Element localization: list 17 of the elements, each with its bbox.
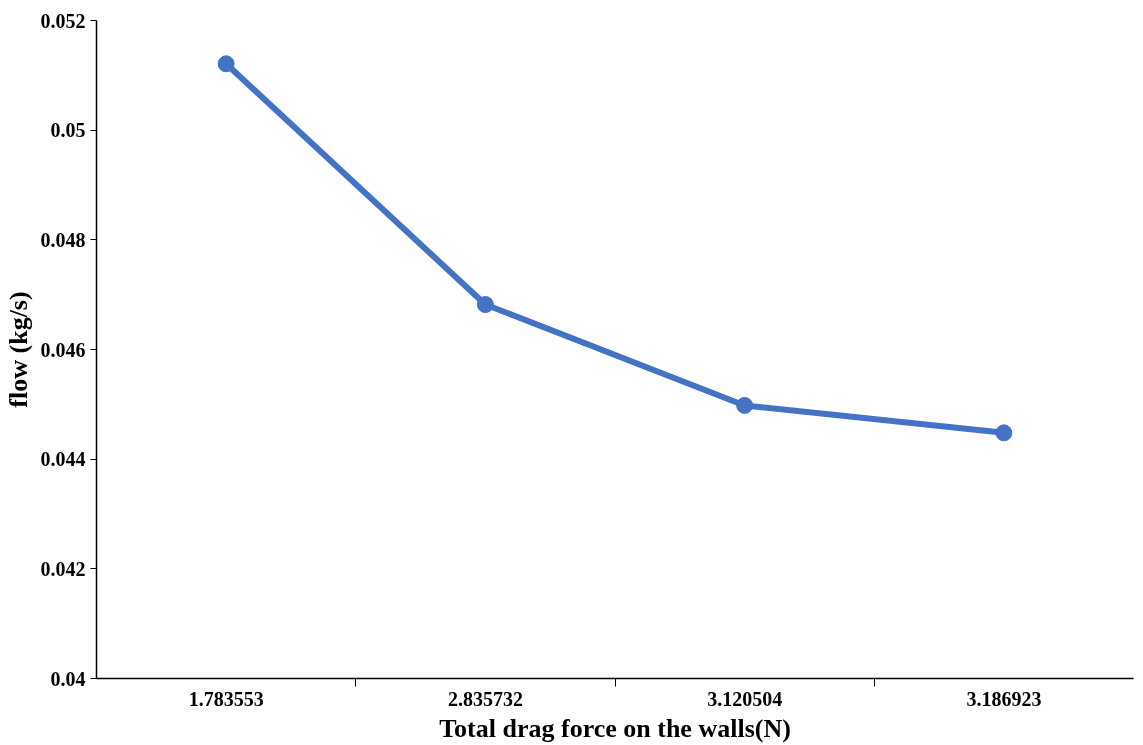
x-tick-label: 3.186923 (966, 687, 1042, 710)
point (736, 396, 754, 414)
y-tick-label: 0.052 (40, 9, 86, 32)
y-tick-label: 0.042 (40, 557, 86, 580)
y-tick-label: 0.044 (40, 448, 86, 471)
x-tick-label: 1.783553 (188, 687, 264, 710)
y-axis-title: flow (kg/s) (3, 291, 33, 408)
y-tick-label: 0.04 (50, 667, 86, 690)
y-tick-label: 0.048 (40, 228, 86, 251)
point (476, 296, 494, 314)
x-axis-title: Total drag force on the walls(N) (439, 713, 791, 743)
point (217, 55, 235, 73)
y-tick-label: 0.05 (50, 119, 86, 142)
x-tick-label: 3.120504 (707, 687, 783, 710)
x-tick-label: 2.835732 (447, 687, 523, 710)
point (995, 424, 1013, 442)
y-tick-label: 0.046 (40, 338, 86, 361)
